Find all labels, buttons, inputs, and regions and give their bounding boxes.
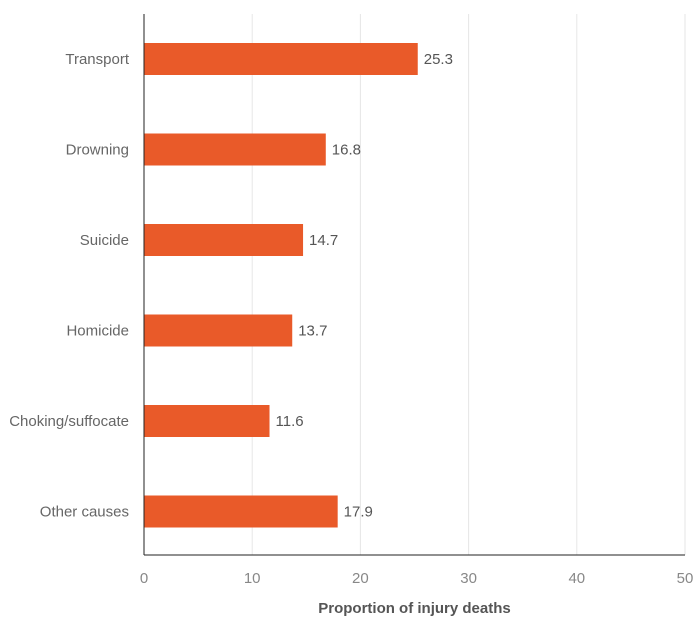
value-label: 14.7 (309, 232, 338, 249)
x-tick-label: 20 (352, 570, 369, 587)
x-axis-label: Proportion of injury deaths (318, 600, 511, 617)
value-label: 13.7 (298, 323, 327, 340)
bars (144, 43, 418, 528)
category-label: Suicide (80, 232, 129, 249)
bar (144, 43, 418, 75)
value-label: 11.6 (276, 413, 304, 430)
bar (144, 495, 338, 528)
bar (144, 224, 304, 256)
x-tick-label: 30 (460, 570, 477, 587)
category-label: Transport (65, 51, 129, 68)
category-label: Choking/suffocate (9, 413, 129, 430)
x-tick-label: 10 (244, 570, 261, 587)
category-labels: Transport Drowning Suicide Homicide Choking/… (9, 51, 130, 521)
category-label: Drowning (66, 142, 129, 159)
x-tick-label: 0 (140, 570, 148, 587)
grid-lines (251, 14, 686, 555)
value-label: 17.9 (344, 504, 373, 521)
bar (144, 133, 326, 166)
category-label: Other causes (40, 504, 129, 521)
bar (144, 314, 293, 347)
category-label: Homicide (66, 323, 129, 340)
value-label: 16.8 (332, 142, 361, 159)
x-tick-label: 40 (568, 570, 585, 587)
x-tick-labels: 0 10 20 30 40 50 (140, 570, 694, 587)
value-labels: 25.3 16.8 14.7 13.7 11.6 17.9 (276, 51, 453, 521)
value-label: 25.3 (424, 51, 453, 68)
x-tick-label: 50 (677, 570, 694, 587)
bar (144, 405, 270, 437)
